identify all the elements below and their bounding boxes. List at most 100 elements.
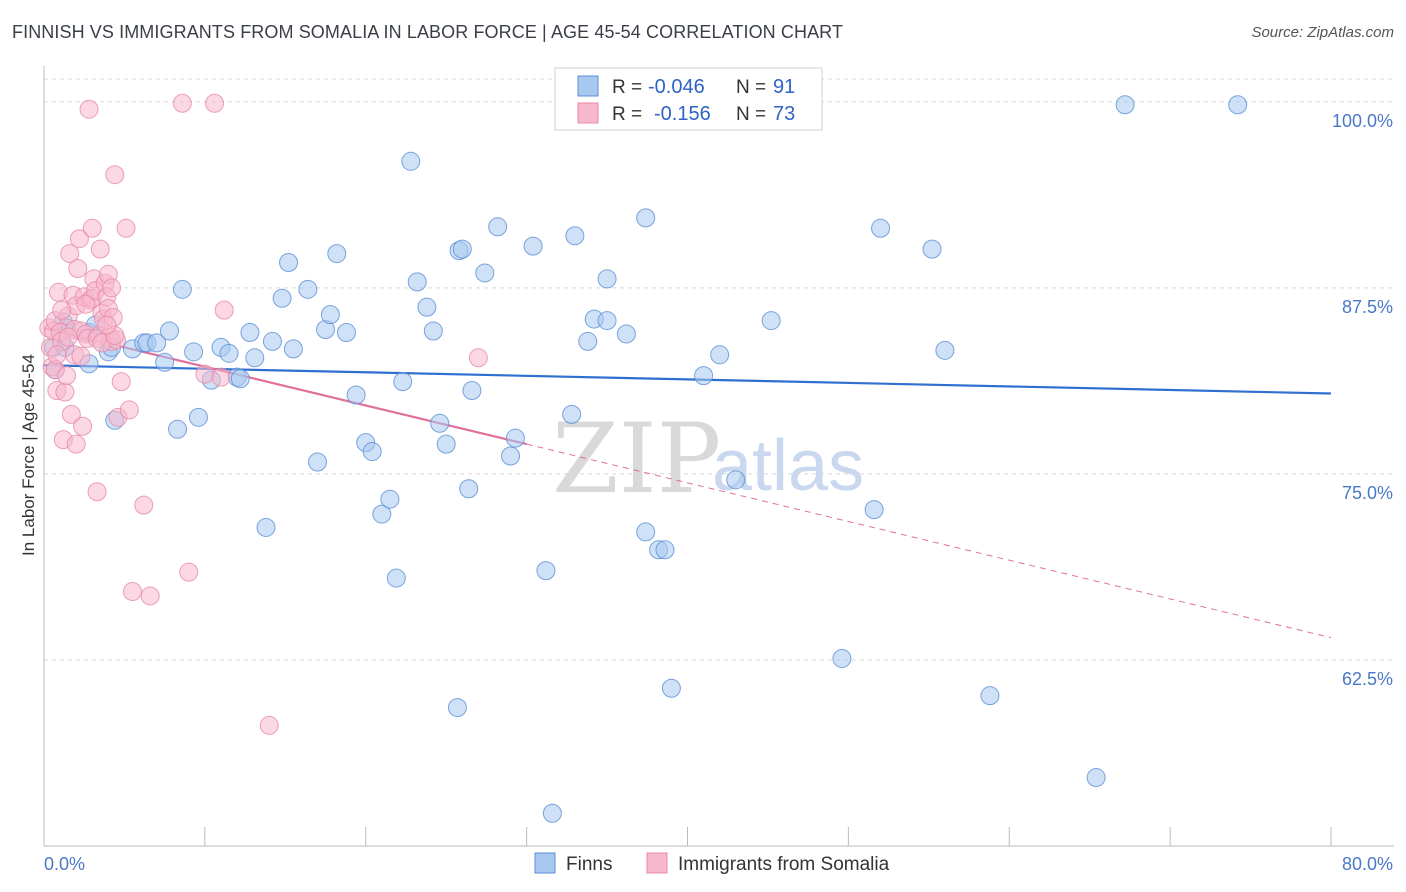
finns-point: [447, 698, 467, 718]
finns-point: [562, 404, 582, 424]
finns-point: [279, 253, 299, 273]
finns-point: [1086, 768, 1106, 788]
watermark-zip: ZIP: [552, 403, 721, 515]
finns-point: [336, 322, 356, 342]
bottom-legend-finns-label: Finns: [566, 854, 612, 875]
finns-point: [230, 369, 250, 389]
axes: 62.5% 75.0% 87.5% 100.0% 0.0% 80.0%: [43, 66, 1394, 874]
somalia-point: [82, 218, 102, 238]
finns-point: [272, 288, 292, 308]
legend: R = -0.046 N = 91 R = -0.156 N = 73: [554, 67, 823, 131]
finns-point: [459, 479, 479, 499]
somalia-point: [87, 482, 107, 502]
finns-point: [655, 540, 675, 560]
somalia-trend-line-extended: [526, 443, 1332, 639]
legend-somalia-n-label: N =: [736, 104, 766, 125]
somalia-point: [97, 315, 117, 335]
finns-point: [761, 311, 781, 331]
somalia-point: [195, 364, 215, 384]
finns-point: [262, 331, 282, 351]
legend-finns-r-label: R =: [612, 77, 642, 98]
legend-finns-n-label: N =: [736, 77, 766, 98]
somalia-point: [205, 93, 225, 113]
legend-finns-swatch: [577, 75, 599, 97]
finns-point: [168, 419, 188, 439]
somalia-point: [47, 345, 67, 365]
finns-point: [694, 366, 714, 386]
finns-point: [184, 342, 204, 362]
somalia-point: [69, 229, 89, 249]
finns-point: [452, 239, 472, 259]
somalia-point: [105, 165, 125, 185]
finns-point: [462, 381, 482, 401]
finns-point: [832, 648, 852, 668]
finns-point: [922, 239, 942, 259]
finns-point: [245, 348, 265, 368]
finns-point: [501, 446, 521, 466]
finns-point: [710, 345, 730, 365]
finns-point: [372, 504, 392, 524]
source-label: Source: ZipAtlas.com: [1251, 24, 1394, 41]
somalia-point: [116, 218, 136, 238]
legend-finns-r-value: -0.046: [648, 76, 705, 98]
somalia-point: [90, 239, 110, 259]
y-tick-label: 87.5%: [1342, 297, 1393, 317]
somalia-point: [55, 382, 75, 402]
somalia-point: [119, 400, 139, 420]
finns-point: [159, 321, 179, 341]
x-tick-label-max: 80.0%: [1342, 854, 1393, 874]
legend-somalia-swatch: [577, 102, 599, 124]
somalia-point: [179, 562, 199, 582]
somalia-point: [58, 327, 78, 347]
somalia-point: [61, 404, 81, 424]
somalia-point: [214, 300, 234, 320]
finns-point: [536, 561, 556, 581]
finns-point: [155, 352, 175, 372]
y-tick-label: 75.0%: [1342, 483, 1393, 503]
somalia-point: [211, 367, 231, 387]
finns-point: [172, 279, 192, 299]
bottom-legend: Finns Immigrants from Somalia: [534, 852, 890, 875]
somalia-point: [140, 586, 160, 606]
finns-point: [423, 321, 443, 341]
finns-point: [401, 151, 421, 171]
legend-finns-n-value: 91: [773, 76, 795, 98]
finns-point: [475, 263, 495, 283]
chart-title: FINNISH VS IMMIGRANTS FROM SOMALIA IN LA…: [12, 22, 844, 42]
finns-point: [488, 217, 508, 237]
finns-point: [578, 331, 598, 351]
y-tick-label: 62.5%: [1342, 669, 1393, 689]
somalia-point: [66, 434, 86, 454]
somalia-point: [79, 99, 99, 119]
watermark-atlas: atlas: [712, 426, 864, 506]
legend-somalia-n-value: 73: [773, 103, 795, 125]
finns-point: [307, 452, 327, 472]
finns-point: [636, 522, 656, 542]
x-tick-label-min: 0.0%: [44, 854, 85, 874]
finns-point: [871, 218, 891, 238]
somalia-point: [73, 416, 93, 436]
finns-point: [597, 269, 617, 289]
finns-point: [616, 324, 636, 344]
legend-somalia-r-value: -0.156: [654, 103, 711, 125]
finns-point: [256, 517, 276, 537]
bottom-legend-somalia-label: Immigrants from Somalia: [678, 854, 890, 875]
y-tick-label: 100.0%: [1332, 111, 1393, 131]
finns-point: [362, 442, 382, 462]
finns-point: [219, 343, 239, 363]
finns-point: [380, 489, 400, 509]
finns-point: [597, 311, 617, 331]
finns-point: [864, 500, 884, 520]
finns-point: [283, 339, 303, 359]
somalia-point: [172, 93, 192, 113]
finns-point: [523, 236, 543, 256]
finns-point: [147, 333, 167, 353]
somalia-point: [134, 495, 154, 515]
finns-point: [436, 434, 456, 454]
somalia-point: [111, 372, 131, 392]
finns-point: [346, 385, 366, 405]
finns-point: [542, 803, 562, 823]
finns-point: [726, 470, 746, 490]
finns-point: [935, 340, 955, 360]
